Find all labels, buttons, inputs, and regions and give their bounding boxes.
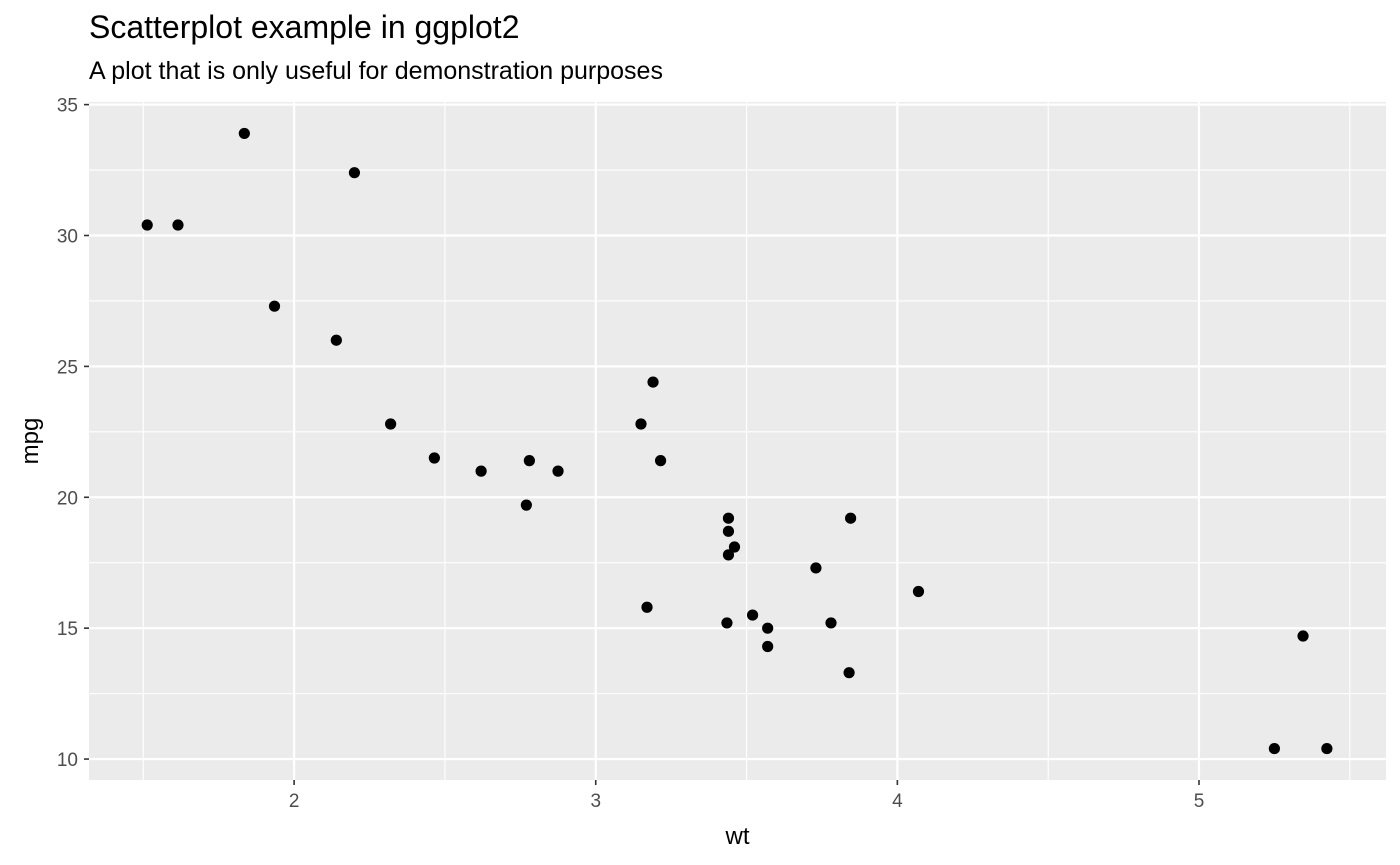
chart-title: Scatterplot example in ggplot2 [89,9,520,45]
data-point [825,617,837,629]
y-tick-label: 20 [57,488,78,509]
data-point [722,525,735,537]
data-point [647,376,659,388]
plot-panel [89,102,1386,780]
data-point [520,499,532,511]
data-points [141,127,1333,755]
data-point [238,127,250,140]
x-tick-label: 4 [892,791,903,812]
x-tick-label: 5 [1194,791,1205,812]
data-point [348,167,361,179]
data-point [1321,742,1333,755]
data-point [810,562,822,574]
data-point [172,219,184,231]
data-point [428,452,440,464]
data-point [141,219,153,231]
data-point [722,512,735,524]
data-point [385,418,397,430]
data-point [330,334,342,346]
y-axis-title: mpg [17,418,44,465]
data-point [762,622,774,634]
data-point [728,541,741,553]
data-point [912,585,925,598]
chart-subtitle: A plot that is only useful for demonstra… [89,57,663,85]
data-point [762,640,774,653]
data-point [654,455,667,467]
data-point [1268,742,1280,755]
x-tick-label: 3 [590,791,601,812]
data-point [845,512,857,524]
data-point [552,465,564,477]
data-point [722,549,735,561]
y-tick-label: 25 [57,357,78,378]
data-point [746,609,759,621]
y-tick-label: 30 [57,227,78,248]
data-point [268,300,281,312]
data-point [721,617,733,629]
panel-background [89,102,1386,780]
y-tick-label: 10 [57,750,78,771]
data-point [1297,630,1309,642]
data-point [843,667,855,679]
data-point [635,418,647,430]
axes: 2 3 4 5 10 15 20 25 30 35 [57,96,1204,812]
data-point [475,465,487,477]
x-tick-label: 2 [289,791,300,812]
data-point [641,601,653,613]
x-axis-title: wt [725,823,750,850]
y-tick-label: 35 [57,96,78,117]
data-point [523,455,535,467]
y-tick-label: 15 [57,619,78,640]
